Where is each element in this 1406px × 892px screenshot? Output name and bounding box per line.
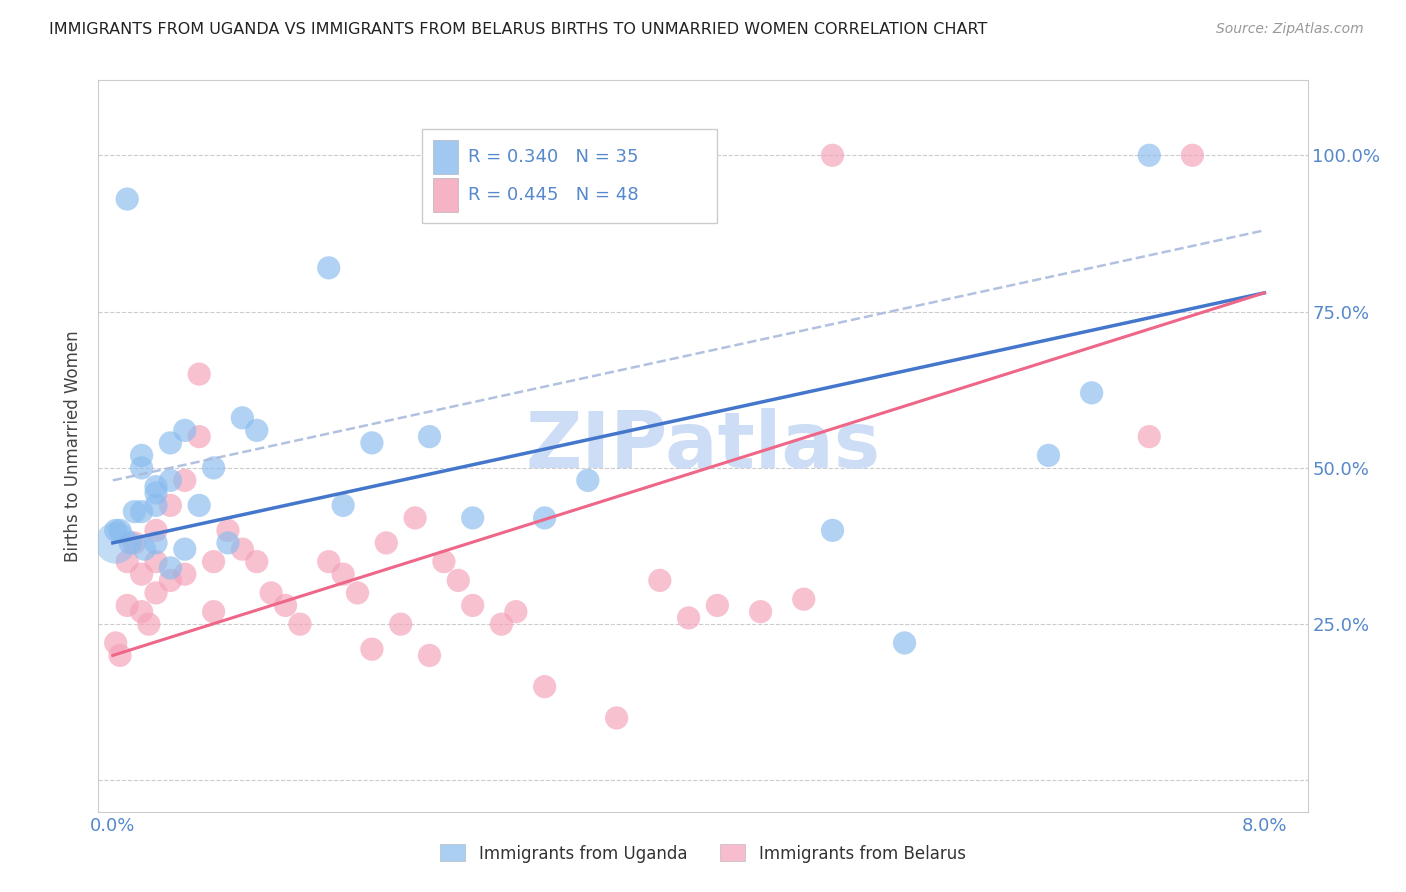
Point xyxy=(433,555,456,569)
Point xyxy=(145,555,167,569)
Point xyxy=(104,536,127,550)
Point xyxy=(138,617,160,632)
Point xyxy=(505,605,527,619)
Point xyxy=(131,449,153,463)
Point xyxy=(346,586,368,600)
Legend: Immigrants from Uganda, Immigrants from Belarus: Immigrants from Uganda, Immigrants from … xyxy=(433,838,973,869)
Point xyxy=(1137,148,1160,162)
Y-axis label: Births to Unmarried Women: Births to Unmarried Women xyxy=(65,330,83,562)
Point xyxy=(318,555,340,569)
Point xyxy=(231,542,253,557)
Point xyxy=(202,461,225,475)
Point xyxy=(821,148,844,162)
Point xyxy=(404,511,426,525)
Point xyxy=(217,524,239,538)
Text: R = 0.445   N = 48: R = 0.445 N = 48 xyxy=(468,186,638,204)
Point xyxy=(108,648,131,663)
Point xyxy=(115,599,138,613)
Point xyxy=(159,435,181,450)
Point xyxy=(260,586,283,600)
Point xyxy=(361,642,384,657)
Point xyxy=(124,505,146,519)
Point xyxy=(124,536,146,550)
Point xyxy=(1137,429,1160,443)
Point xyxy=(131,567,153,582)
Point xyxy=(145,486,167,500)
Point xyxy=(145,499,167,513)
Point xyxy=(104,524,127,538)
Point xyxy=(274,599,297,613)
Point xyxy=(375,536,398,550)
Point xyxy=(115,192,138,206)
Text: Source: ZipAtlas.com: Source: ZipAtlas.com xyxy=(1216,22,1364,37)
Point xyxy=(120,536,142,550)
Point xyxy=(1181,148,1204,162)
Text: ZIPatlas: ZIPatlas xyxy=(526,408,880,484)
Point xyxy=(131,461,153,475)
Point xyxy=(491,617,513,632)
Point xyxy=(159,574,181,588)
Point xyxy=(145,586,167,600)
Point xyxy=(159,561,181,575)
Point xyxy=(246,555,269,569)
Point xyxy=(332,499,354,513)
Point xyxy=(418,429,440,443)
Point xyxy=(173,423,195,437)
Point xyxy=(447,574,470,588)
Point xyxy=(173,567,195,582)
Text: IMMIGRANTS FROM UGANDA VS IMMIGRANTS FROM BELARUS BIRTHS TO UNMARRIED WOMEN CORR: IMMIGRANTS FROM UGANDA VS IMMIGRANTS FRO… xyxy=(49,22,987,37)
Point xyxy=(418,648,440,663)
Point xyxy=(821,524,844,538)
Point xyxy=(461,511,484,525)
Point xyxy=(104,636,127,650)
Point xyxy=(318,260,340,275)
Point xyxy=(648,574,671,588)
Point xyxy=(246,423,269,437)
Point xyxy=(678,611,700,625)
Point xyxy=(134,542,156,557)
Point xyxy=(1080,385,1102,400)
Point xyxy=(288,617,311,632)
Point xyxy=(217,536,239,550)
Point xyxy=(533,511,555,525)
Point xyxy=(389,617,412,632)
Point xyxy=(145,524,167,538)
Point xyxy=(173,474,195,488)
Point xyxy=(188,499,211,513)
Point xyxy=(115,555,138,569)
Point xyxy=(461,599,484,613)
Point xyxy=(1038,449,1060,463)
Point xyxy=(706,599,728,613)
Point xyxy=(108,524,131,538)
Point xyxy=(576,474,599,488)
Point xyxy=(533,680,555,694)
Point xyxy=(893,636,915,650)
Point xyxy=(749,605,772,619)
Point xyxy=(793,592,815,607)
Point xyxy=(202,605,225,619)
Point xyxy=(145,480,167,494)
Text: R = 0.340   N = 35: R = 0.340 N = 35 xyxy=(468,148,638,166)
Point xyxy=(202,555,225,569)
Point xyxy=(231,410,253,425)
Point xyxy=(332,567,354,582)
Point xyxy=(361,435,384,450)
Point xyxy=(131,505,153,519)
Point xyxy=(159,474,181,488)
Point xyxy=(606,711,628,725)
Point xyxy=(131,605,153,619)
Point xyxy=(188,367,211,381)
Point xyxy=(145,536,167,550)
Point xyxy=(173,542,195,557)
Point xyxy=(188,429,211,443)
Point xyxy=(159,499,181,513)
